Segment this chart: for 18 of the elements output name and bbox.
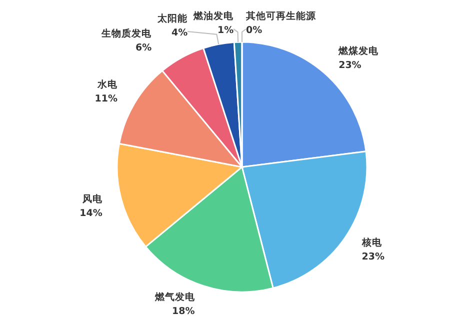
data-label: 14% — [80, 208, 103, 219]
data-label: 23% — [362, 252, 386, 263]
data-label: 4% — [171, 27, 188, 38]
slice-label: 风电 — [81, 192, 104, 205]
data-label: 11% — [94, 94, 118, 105]
data-label: 18% — [172, 306, 196, 318]
slice-label: 生物质发电 — [100, 27, 153, 40]
data-label: 1% — [217, 25, 234, 36]
text: 0% — [246, 25, 262, 36]
data-label: 23% — [338, 60, 362, 71]
slice-label: 燃油发电 — [192, 10, 235, 22]
slice-label: 燃煤发电 — [338, 44, 380, 57]
slice-label: 核电 — [360, 236, 383, 249]
data-label: 6% — [135, 42, 152, 54]
slice-label: 太阳能 — [156, 12, 188, 24]
slice-label: 燃气发电 — [154, 291, 196, 304]
category-label: 其他可再生能源 — [246, 11, 316, 22]
slice-label: 水电 — [96, 78, 118, 91]
